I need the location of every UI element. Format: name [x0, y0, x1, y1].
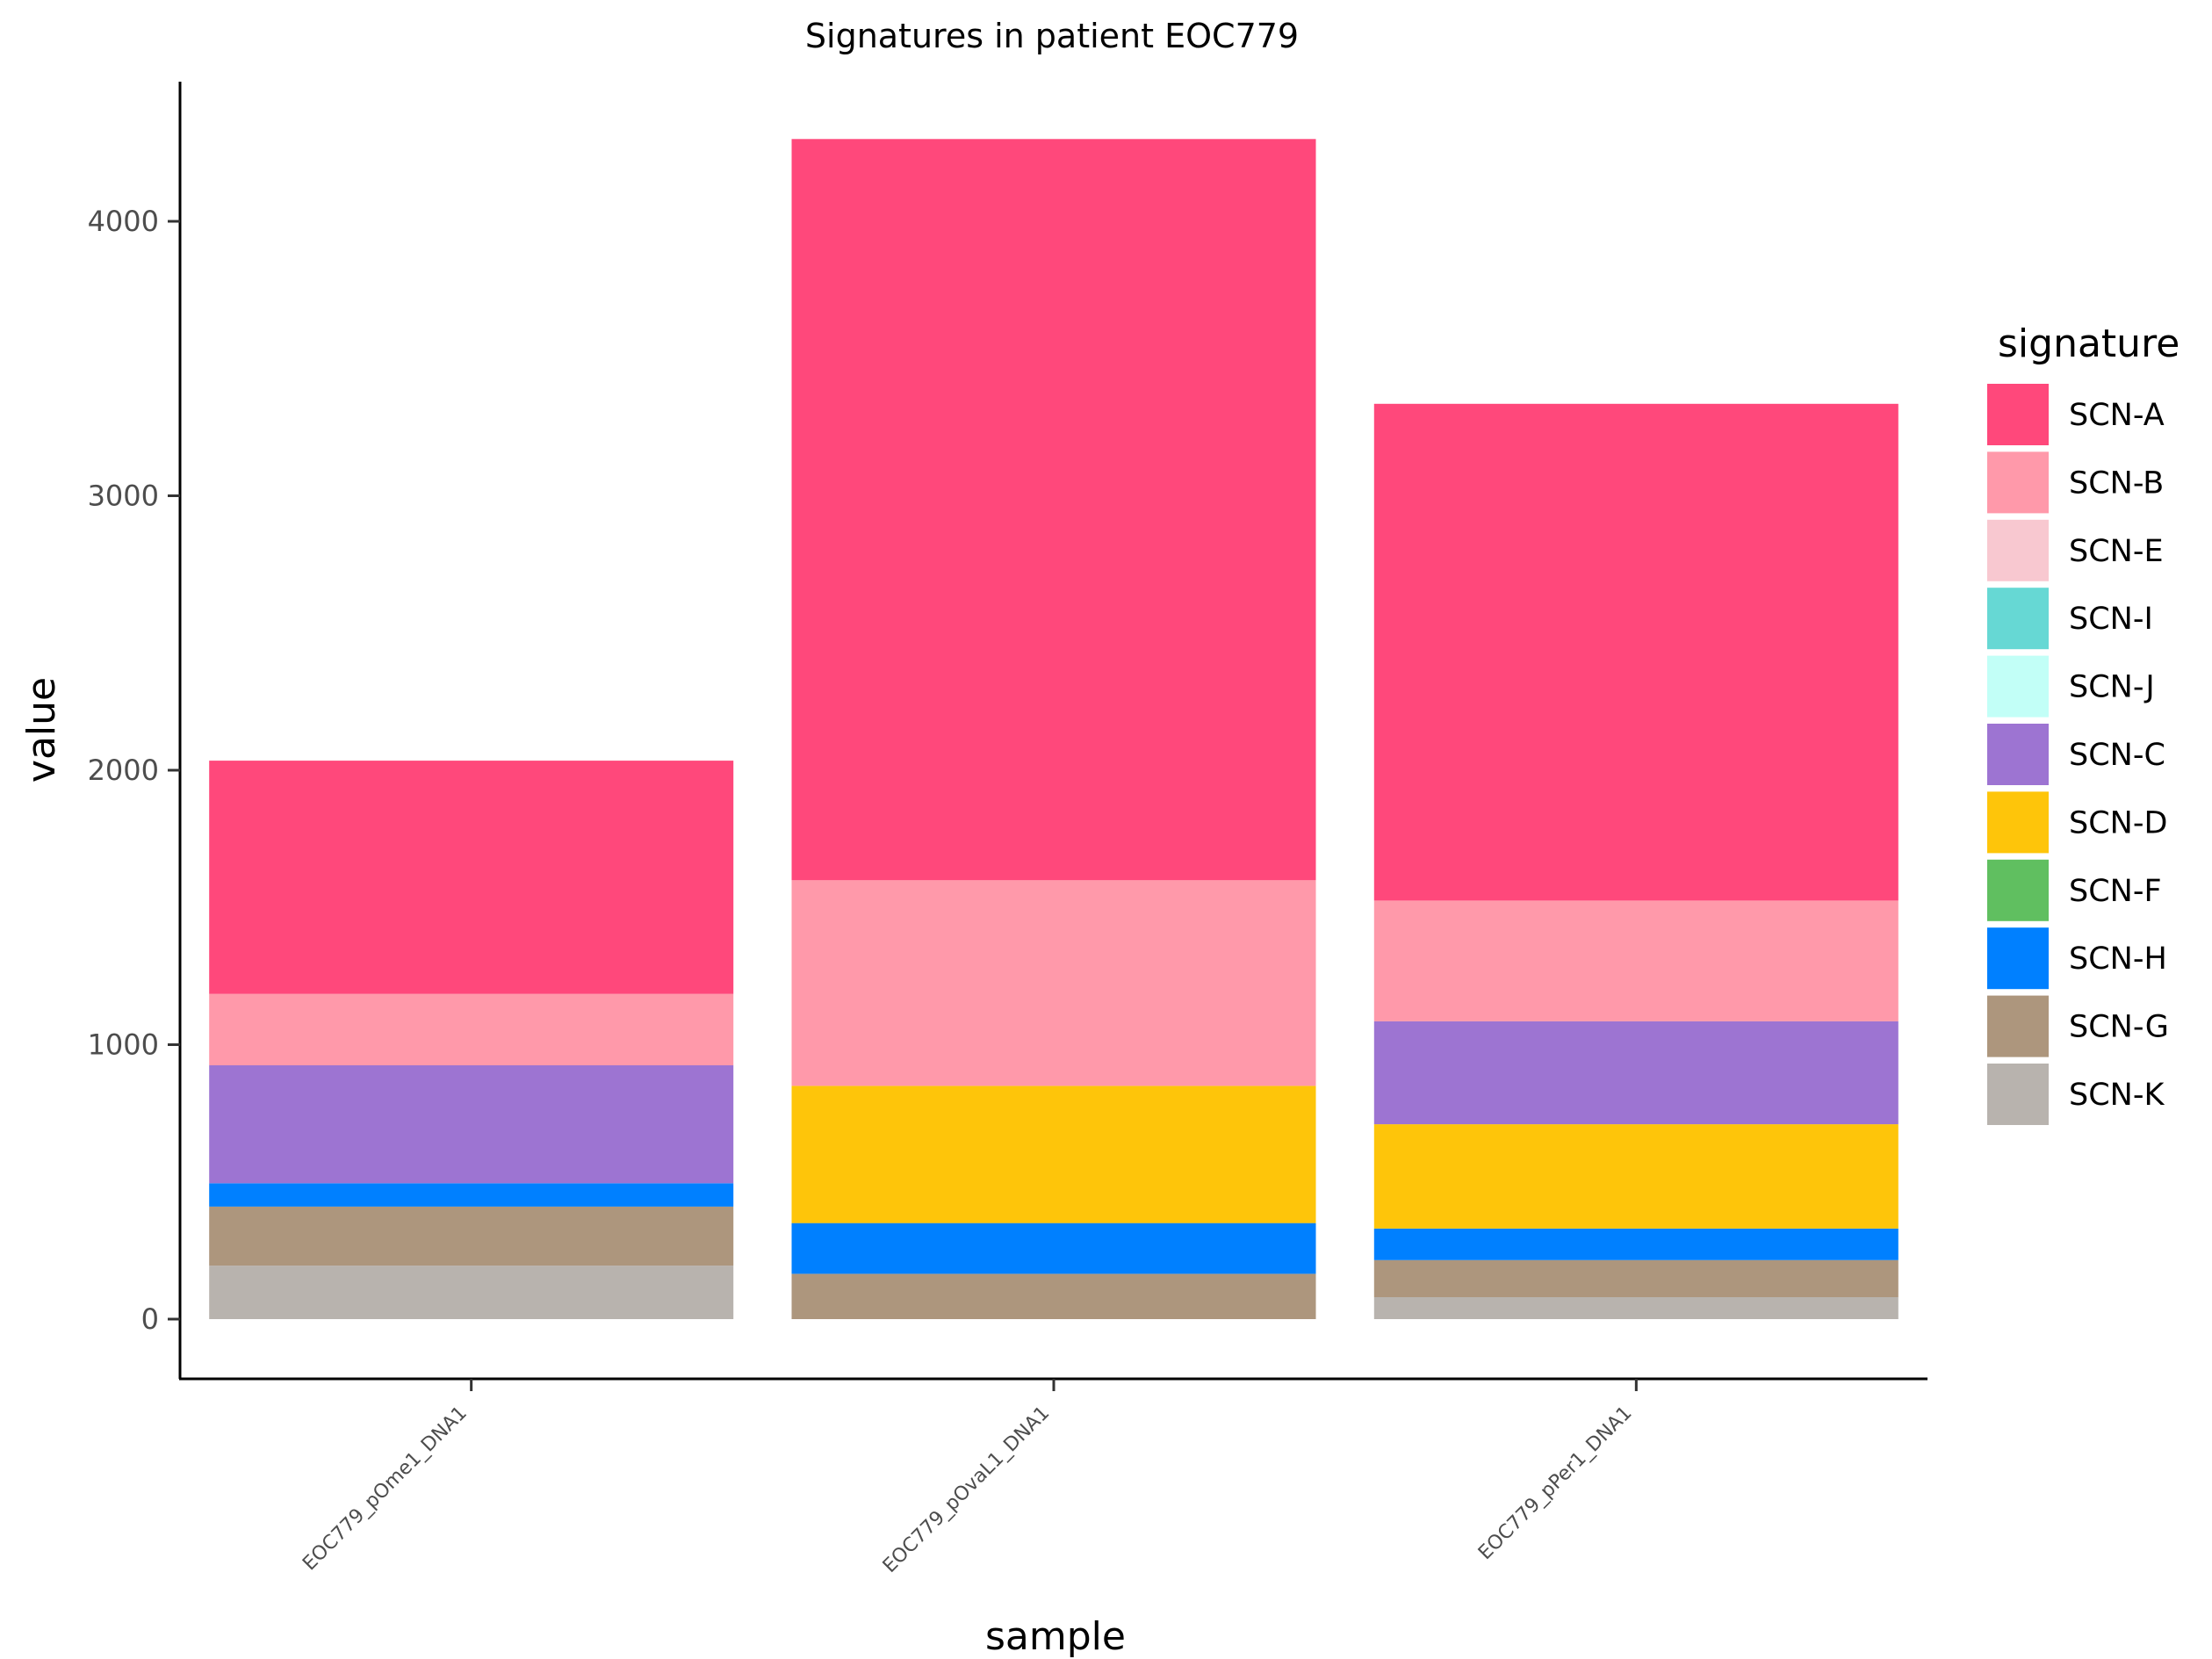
legend-label-scn-c: SCN-C	[2069, 738, 2165, 773]
y-axis-title: value	[19, 677, 64, 783]
legend-key-scn-h	[1987, 927, 2049, 990]
legend-key-scn-b	[1987, 451, 2049, 514]
legend-label-scn-h: SCN-H	[2069, 941, 2167, 977]
legend-label-scn-b: SCN-B	[2069, 465, 2164, 501]
legend-key-scn-a	[1987, 384, 2049, 445]
y-tick-label: 4000	[88, 205, 159, 238]
plot-area	[209, 139, 1899, 1319]
legend: SCN-A SCN-B SCN-E SCN-I SCN-J SCN-C SCN-D SCN-F…	[1987, 384, 2169, 1125]
x-axis-title: sample	[985, 1614, 1126, 1659]
legend-key-scn-f	[1987, 859, 2049, 921]
bar-segment-scn-d-3	[1373, 1124, 1899, 1229]
legend-label-scn-a: SCN-A	[2069, 398, 2165, 433]
bar-segment-scn-h-1	[209, 1183, 734, 1207]
bar-segment-scn-a-2	[791, 139, 1316, 881]
bar-segment-scn-a-1	[209, 761, 734, 994]
legend-key-scn-d	[1987, 791, 2049, 854]
bar-segment-scn-g-2	[791, 1273, 1316, 1319]
legend-label-scn-i: SCN-I	[2069, 602, 2153, 637]
bar-segment-scn-g-3	[1373, 1259, 1899, 1297]
x-tick-label: EOC779_pOme1_DNA1	[299, 1403, 472, 1576]
bar-segment-scn-c-1	[209, 1064, 734, 1184]
chart-title: Signatures in patient EOC779	[805, 17, 1299, 55]
legend-title: signature	[1998, 321, 2180, 366]
legend-label-scn-k: SCN-K	[2069, 1078, 2165, 1113]
bar-segment-scn-b-1	[209, 993, 734, 1065]
bar-segment-scn-b-3	[1373, 900, 1899, 1021]
x-tick-label: EOC779_pPer1_DNA1	[1474, 1403, 1637, 1565]
legend-label-scn-e: SCN-E	[2069, 534, 2164, 569]
legend-key-scn-i	[1987, 588, 2049, 650]
y-tick-label: 2000	[88, 754, 159, 787]
legend-key-scn-j	[1987, 655, 2049, 718]
y-tick-label: 3000	[88, 480, 159, 513]
bar-segment-scn-k-1	[209, 1266, 734, 1319]
y-axis-ticks: 0 1000 2000 3000 4000	[88, 205, 180, 1336]
legend-label-scn-d: SCN-D	[2069, 805, 2167, 840]
legend-label-scn-g: SCN-G	[2069, 1010, 2169, 1045]
legend-label-scn-f: SCN-F	[2069, 874, 2162, 909]
bar-segment-scn-b-2	[791, 880, 1316, 1086]
legend-key-scn-e	[1987, 519, 2049, 581]
bar-segment-scn-h-2	[791, 1223, 1316, 1274]
bar-segment-scn-h-3	[1373, 1228, 1899, 1260]
legend-label-scn-j: SCN-J	[2069, 670, 2155, 705]
x-axis-ticks: EOC779_pOme1_DNA1 EOC779_pOvaL1_DNA1 EOC77…	[299, 1379, 1638, 1577]
bar-segment-scn-c-3	[1373, 1021, 1899, 1125]
bar-segment-scn-d-2	[791, 1086, 1316, 1223]
legend-key-scn-k	[1987, 1064, 2049, 1125]
x-tick-label: EOC779_pOvaL1_DNA1	[879, 1403, 1054, 1577]
y-tick-label: 1000	[88, 1028, 159, 1062]
bar-segment-scn-k-3	[1373, 1297, 1899, 1319]
bar-segment-scn-a-3	[1373, 403, 1899, 901]
bar-segment-scn-g-1	[209, 1206, 734, 1266]
y-tick-label: 0	[141, 1302, 159, 1336]
legend-key-scn-g	[1987, 995, 2049, 1057]
legend-key-scn-c	[1987, 724, 2049, 785]
